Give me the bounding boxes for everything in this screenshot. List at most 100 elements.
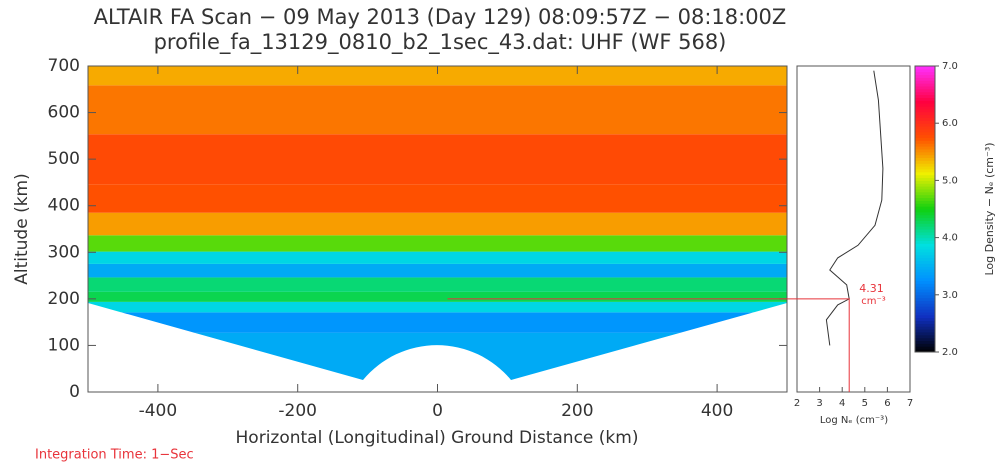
colorbar-swatch [915,294,935,299]
colorbar-swatch [915,306,935,310]
colorbar-swatch [915,317,935,322]
colorbar-swatch [915,217,935,221]
colorbar-swatch [915,163,935,167]
profile-x-tick-label: 6 [884,398,890,409]
colorbar-swatch [915,151,935,156]
scan-band [88,301,787,313]
colorbar-swatch [915,211,935,216]
scan-band [88,66,787,86]
colorbar-swatch [915,331,935,336]
colorbar-swatch [915,260,935,264]
colorbar-swatch [915,257,935,261]
profile-frame [796,65,911,393]
subtitle: profile_fa_13129_0810_b2_1sec_43.dat: UH… [154,30,727,55]
colorbar-tick-label: 2.0 [942,347,958,358]
annotation-value: 4.31 [859,282,884,295]
colorbar-swatch [915,274,935,279]
colorbar-swatch [915,206,935,210]
colorbar-swatch [915,88,935,93]
colorbar-swatch [915,97,935,101]
colorbar-swatch [915,303,935,307]
colorbar-swatch [915,111,935,116]
colorbar-swatch [915,71,935,76]
colorbar-swatch [915,77,935,81]
scan-image [88,66,787,380]
colorbar-swatch [915,74,935,78]
scan-band [88,251,787,264]
scan-band [88,291,787,302]
colorbar-swatch [915,286,935,290]
colorbar-swatch [915,194,935,199]
colorbar-tick-label: 7.0 [942,61,958,72]
scan-band [88,312,787,333]
colorbar-swatch [915,251,935,256]
colorbar-swatch [915,143,935,147]
colorbar-swatch [915,323,935,327]
colorbar-swatch [915,131,935,136]
colorbar-swatch [915,200,935,204]
x-tick-label: -200 [278,401,317,421]
colorbar-swatch [915,106,935,110]
colorbar-swatch [915,343,935,347]
colorbar-swatch [915,154,935,159]
scan-band [88,332,787,380]
colorbar-swatch [915,100,935,104]
annotation-line [447,298,850,392]
colorbar-swatch [915,334,935,339]
profile-x-tick-label: 2 [794,398,800,409]
colorbar-swatch [915,86,935,90]
colorbar-swatch [915,123,935,127]
colorbar-swatch [915,134,935,138]
colorbar-swatch [915,66,935,70]
colorbar-swatch [915,83,935,87]
colorbar-swatch [915,91,935,96]
scan-band [88,263,787,278]
y-tick-label: 500 [48,149,80,169]
colorbar-swatch [915,174,935,179]
colorbar-swatch [915,314,935,319]
colorbar-swatch [915,114,935,118]
colorbar-swatch [915,226,935,230]
colorbar-swatch [915,234,935,239]
x-tick-label: -400 [139,401,178,421]
x-tick-label: 400 [701,401,733,421]
colorbar-swatch [915,120,935,124]
colorbar-swatch [915,340,935,344]
colorbar-swatch [915,229,935,233]
colorbar-swatch [915,209,935,213]
y-tick-label: 600 [48,103,80,123]
colorbar-swatch [915,300,935,304]
scan-band [88,277,787,292]
profile-x-tick-label: 3 [816,398,822,409]
colorbar-swatch [915,289,935,293]
x-tick-label: 0 [432,401,443,421]
colorbar-swatch [915,297,935,302]
colorbar-swatch [915,68,935,73]
colorbar-swatch [915,168,935,173]
colorbar-swatch [915,157,935,161]
footnote: Integration Time: 1−Sec [35,448,194,463]
colorbar-swatch [915,269,935,273]
colorbar-swatch [915,320,935,324]
x-axis-label: Horizontal (Longitudinal) Ground Distanc… [236,428,639,448]
colorbar-swatch [915,103,935,107]
colorbar-swatch [915,94,935,98]
colorbar-swatch [915,203,935,207]
profile-x-tick-label: 4 [839,398,845,409]
colorbar-swatch [915,191,935,196]
colorbar-swatch [915,311,935,316]
colorbar-swatch [915,243,935,247]
y-tick-label: 300 [48,242,80,262]
colorbar-swatch [915,177,935,181]
colorbar-swatch [915,188,935,193]
colorbar-tick-label: 6.0 [942,118,958,129]
colorbar-swatch [915,240,935,244]
colorbar-swatch [915,329,935,333]
colorbar-swatch [915,263,935,267]
y-tick-label: 400 [48,196,80,216]
colorbar-swatch [915,140,935,144]
y-tick-label: 700 [48,56,80,76]
y-tick-label: 100 [48,335,80,355]
scan-band [88,184,787,213]
colorbar-swatch [915,80,935,84]
